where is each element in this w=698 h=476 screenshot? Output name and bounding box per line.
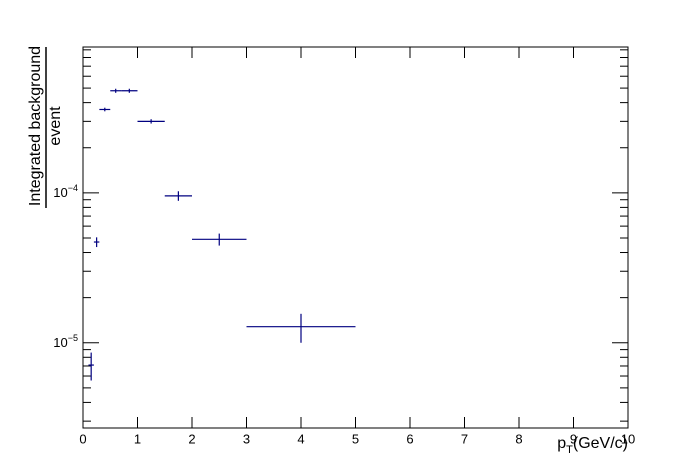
x-tick-label: 5 — [352, 431, 359, 446]
x-tick-label: 10 — [621, 431, 635, 446]
x-tick-label: 6 — [406, 431, 413, 446]
x-tick-label: 8 — [515, 431, 522, 446]
x-tick-label: 0 — [79, 431, 86, 446]
y-axis-label-numerator: Integrated background — [27, 46, 44, 206]
x-tick-label: 3 — [243, 431, 250, 446]
x-tick-label: 9 — [570, 431, 577, 446]
y-tick-label: 10−4 — [53, 183, 78, 200]
y-axis-label-denominator: event — [47, 106, 64, 146]
x-tick-label: 4 — [297, 431, 304, 446]
y-tick-label: 10−5 — [53, 333, 78, 350]
x-axis-label: pT(GeV/c) — [557, 435, 628, 456]
x-tick-label: 1 — [134, 431, 141, 446]
x-tick-label: 2 — [188, 431, 195, 446]
x-tick-label: 7 — [461, 431, 468, 446]
